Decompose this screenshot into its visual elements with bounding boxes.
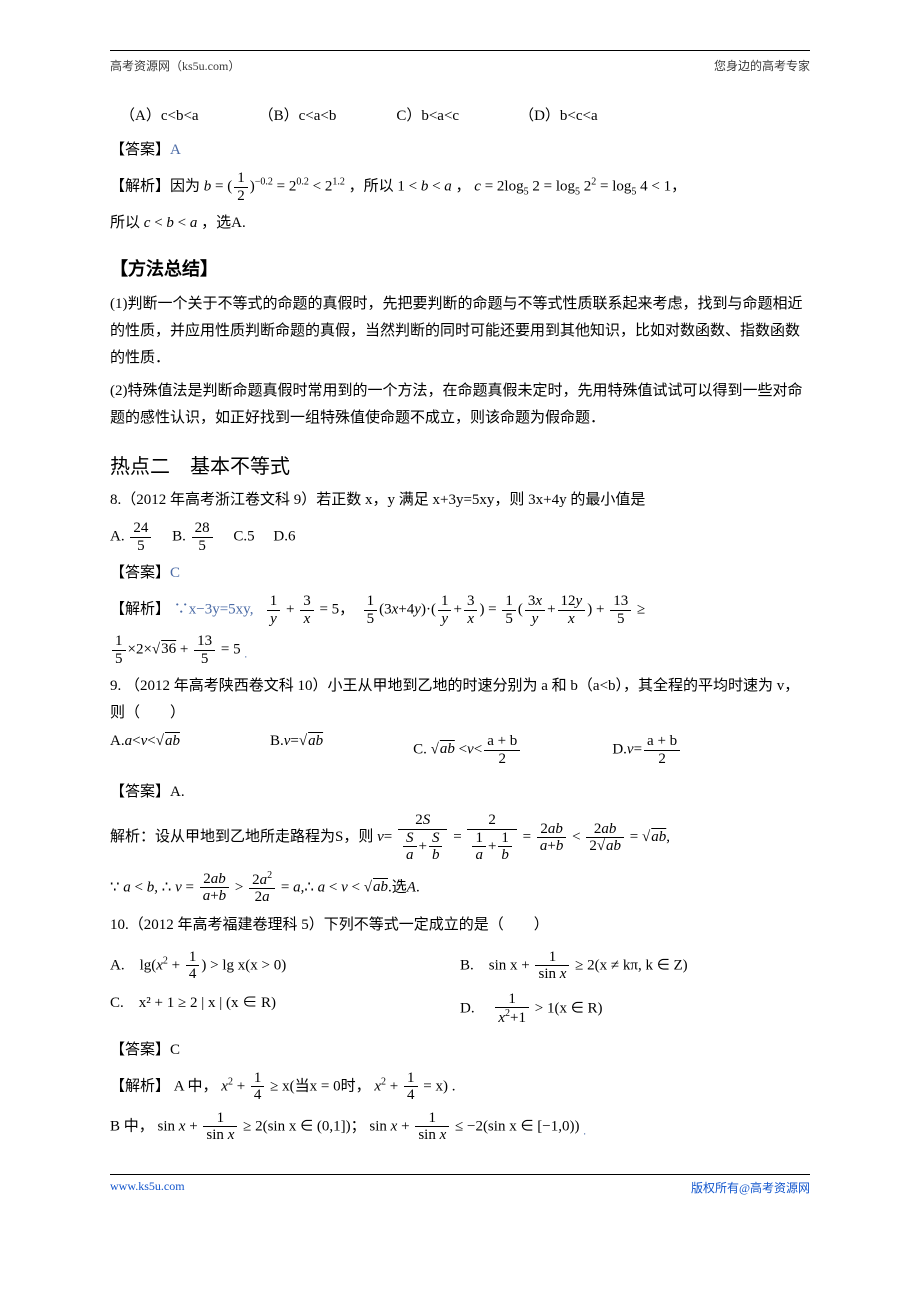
q8-optC: C.5 <box>233 528 254 544</box>
prev-choice-b: （B）c<a<b <box>259 104 337 125</box>
method-p1: (1)判断一个关于不等式的命题的真假时，先把要判断的命题与不等式性质联系起来考虑… <box>110 291 810 372</box>
q8-optD: D.6 <box>273 528 295 544</box>
q8-optB-num: 28 <box>192 520 213 538</box>
q10-optA-pref: A. lg( <box>110 957 156 973</box>
prev-choice-c: C）b<a<c <box>396 104 459 125</box>
method-title: 【方法总结】 <box>110 255 810 281</box>
footer-right: 版权所有@高考资源网 <box>691 1179 810 1196</box>
q9-optD: D.v=a + b2 <box>612 733 682 767</box>
q8-optA-den: 5 <box>130 538 151 555</box>
answer-label: 【答案】 <box>110 1042 170 1058</box>
q8-answer: 【答案】C <box>110 560 810 587</box>
q8-analysis-blue: ∵x−3y=5xy, <box>174 601 254 617</box>
q9-sol-label: 解析：设从甲地到乙地所走路程为S，则 <box>110 829 373 845</box>
header-row: 高考资源网（ks5u.com） 您身边的高考专家 <box>110 57 810 74</box>
q10-anaB-mid1: ≥ 2(sin x ∈ (0,1])； <box>243 1118 366 1134</box>
prev-choice-d: （D）b<c<a <box>519 104 598 125</box>
q10-optD: D. 1x2+1 > 1(x ∈ R) <box>460 991 810 1027</box>
q10-optB-pref: B. sin x + <box>460 957 530 973</box>
q10-anaA-pref: A 中， <box>174 1078 218 1094</box>
prev-analysis-2: 所以 c < b < a ，选A. <box>110 210 810 237</box>
q9-options: A.a<v<√ab B.v=√ab C. √ab <v<a + b2 D.v=a… <box>110 733 810 767</box>
q10-optD-pref: D. <box>460 1000 490 1016</box>
q9-frac-num2: a + b <box>644 733 680 751</box>
analysis-t4: 所以 <box>110 215 140 231</box>
q9-frac-den2: 2 <box>644 751 680 768</box>
prev-choice-a: （A）c<b<a <box>120 104 199 125</box>
q9-sol-1: 解析：设从甲地到乙地所走路程为S，则 v= 2SSa+Sb = 21a+1b =… <box>110 812 810 864</box>
q9-optB: B.v=√ab <box>270 733 323 767</box>
method-p2: (2)特殊值法是判断命题真假时常用到的一个方法，在命题真假未定时，先用特殊值试试… <box>110 378 810 432</box>
q10-options: A. lg(x2 + 14) > lg x(x > 0) B. sin x + … <box>110 945 810 1031</box>
q10-anaB-pref: B 中， <box>110 1118 154 1134</box>
header-right: 您身边的高考专家 <box>714 57 810 74</box>
answer-label: 【答案】 <box>110 784 170 800</box>
q8-optB-den: 5 <box>192 538 213 555</box>
answer-value: A <box>170 142 181 158</box>
footer-left: www.ks5u.com <box>110 1179 185 1196</box>
analysis-label: 【解析】 <box>110 601 170 617</box>
q10-optC: C. x² + 1 ≥ 2 | x | (x ∈ R) <box>110 991 460 1027</box>
q9-frac-num: a + b <box>484 733 520 751</box>
q10-analysis-A: 【解析】 A 中， x2 + 14 ≥ x(当x = 0时， x2 + 14 =… <box>110 1070 810 1104</box>
q9-sol-2: ∵ a < b, ∴ v = 2aba+b > 2a22a = a,∴ a < … <box>110 870 810 906</box>
q10-answer: 【答案】C <box>110 1037 810 1064</box>
q9-stem: 9. （2012 年高考陕西卷文科 10）小王从甲地到乙地的时速分别为 a 和 … <box>110 673 810 727</box>
q10-optA: A. lg(x2 + 14) > lg x(x > 0) <box>110 949 460 983</box>
q8-options: A. 245 B. 285 C.5 D.6 <box>110 520 810 554</box>
analysis-t3: ， <box>456 178 471 194</box>
answer-label: 【答案】 <box>110 565 170 581</box>
q10-analysis-B: B 中， sin x + 1sin x ≥ 2(sin x ∈ (0,1])； … <box>110 1110 810 1144</box>
q10-stem: 10.（2012 年高考福建卷理科 5）下列不等式一定成立的是（ ） <box>110 912 810 939</box>
q8-stem: 8.（2012 年高考浙江卷文科 9）若正数 x，y 满足 x+3y=5xy，则… <box>110 487 810 514</box>
answer-value: C <box>170 1042 180 1058</box>
q8-optA-label: A. <box>110 528 125 544</box>
page-container: 高考资源网（ks5u.com） 您身边的高考专家 （A）c<b<a （B）c<a… <box>0 0 920 1236</box>
footer-row: www.ks5u.com 版权所有@高考资源网 <box>110 1179 810 1196</box>
answer-value: C <box>170 565 180 581</box>
prev-choices: （A）c<b<a （B）c<a<b C）b<a<c （D）b<c<a <box>120 104 810 125</box>
q10-anaA-suf: = x) . <box>423 1078 455 1094</box>
answer-label: 【答案】 <box>110 142 170 158</box>
analysis-label: 【解析】 <box>110 1078 170 1094</box>
q10-optB: B. sin x + 1sin x ≥ 2(x ≠ kπ, k ∈ Z) <box>460 949 810 983</box>
q9-answer: 【答案】A. <box>110 779 810 806</box>
q9-optA: A.a<v<√ab <box>110 733 180 767</box>
q9-optC: C. √ab <v<a + b2 <box>413 733 522 767</box>
q8-analysis-1: 【解析】 ∵x−3y=5xy, 1y + 3x = 5， 15(3x+4y)·(… <box>110 593 810 627</box>
q10-optA-suf: ) > lg x(x > 0) <box>201 957 286 973</box>
analysis-t1: 因为 <box>170 178 200 194</box>
analysis-t2: ，所以 <box>349 178 394 194</box>
q8-analysis-2: 15×2×√36 + 135 = 5 . <box>110 633 810 667</box>
analysis-label: 【解析】 <box>110 178 170 194</box>
q8-optB-label: B. <box>172 528 186 544</box>
header-left: 高考资源网（ks5u.com） <box>110 57 240 74</box>
prev-answer: 【答案】A <box>110 137 810 164</box>
q10-anaB-mid2: ≤ −2(sin x ∈ [−1,0)) <box>455 1118 579 1134</box>
answer-value: A. <box>170 784 185 800</box>
hot2-title: 热点二 基本不等式 <box>110 450 810 479</box>
q10-optB-suf: ≥ 2(x ≠ kπ, k ∈ Z) <box>575 957 688 973</box>
q8-optA-num: 24 <box>130 520 151 538</box>
q10-anaA-mid: ≥ x(当x = 0时， <box>270 1078 370 1094</box>
footer-rule <box>110 1174 810 1175</box>
analysis-t5: ，选A. <box>201 215 246 231</box>
q10-optD-suf: > 1(x ∈ R) <box>535 1000 603 1016</box>
prev-analysis-1: 【解析】因为 b = (12)−0.2 = 20.2 < 21.2 ，所以 1 … <box>110 170 810 204</box>
q9-frac-den: 2 <box>484 751 520 768</box>
header-rule <box>110 50 810 51</box>
